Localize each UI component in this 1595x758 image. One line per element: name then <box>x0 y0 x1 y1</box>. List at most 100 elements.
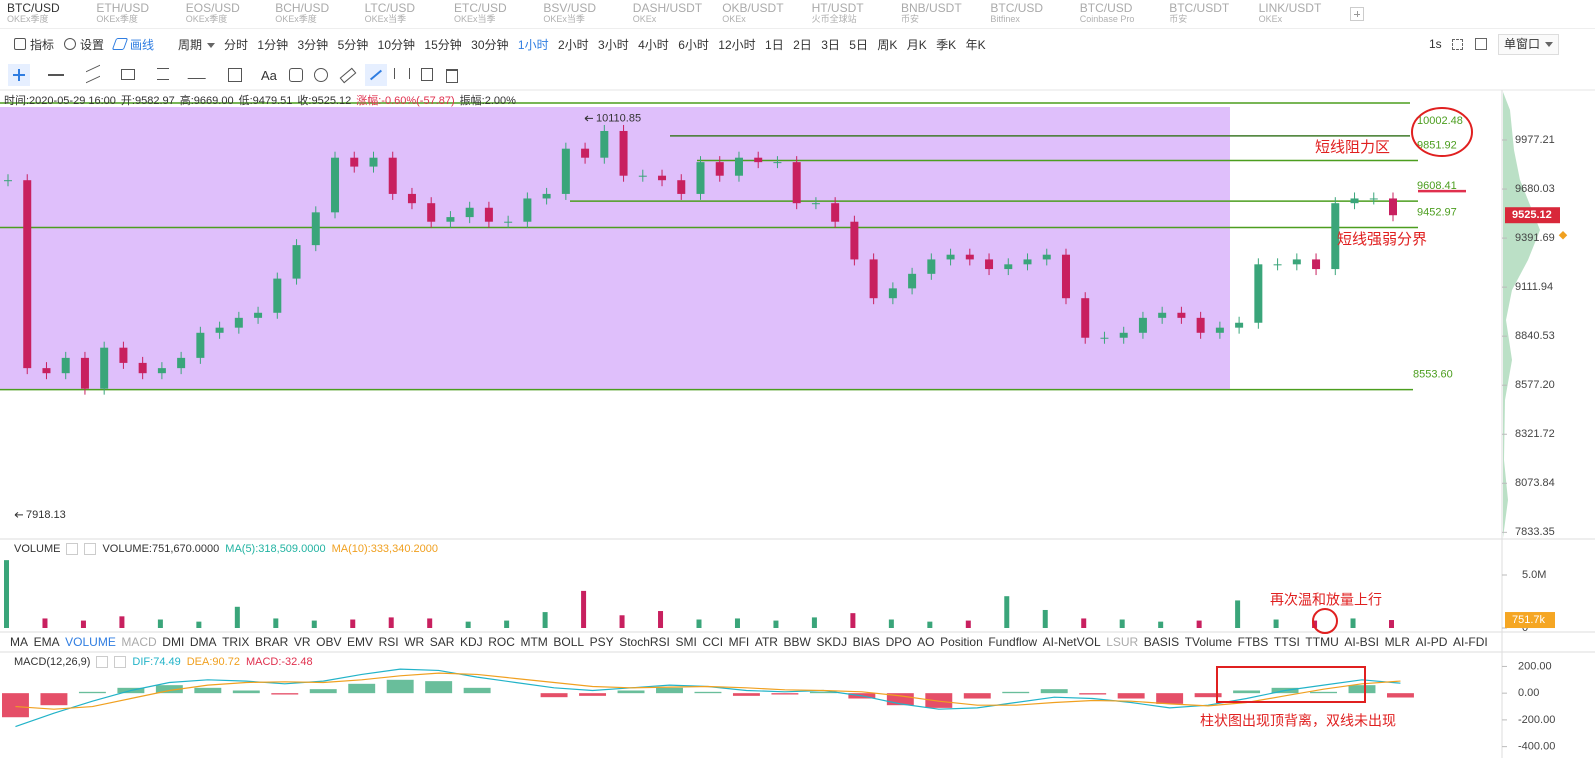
window-icon[interactable] <box>1475 38 1487 50</box>
indicator-tab[interactable]: BOLL <box>553 635 585 649</box>
indicator-tab[interactable]: TRIX <box>222 635 250 649</box>
fullscreen-icon[interactable] <box>1452 39 1463 50</box>
indicator-tab[interactable]: VOLUME <box>65 635 116 649</box>
indicator-tab[interactable]: MACD <box>121 635 157 649</box>
interval[interactable]: 2日 <box>793 37 812 52</box>
interval[interactable]: 5日 <box>849 37 868 52</box>
pair-tab[interactable]: ETH/USD OKEx季度 <box>96 2 149 25</box>
indicator-tab[interactable]: VR <box>293 635 311 649</box>
pair-tab[interactable]: BTC/USD Coinbase Pro <box>1080 2 1135 25</box>
pair-tab[interactable]: OKB/USDT OKEx <box>722 2 783 25</box>
indicator-tab[interactable]: AI-NetVOL <box>1042 635 1101 649</box>
indicator-tab[interactable]: SMI <box>675 635 697 649</box>
indicator-tab[interactable]: FTBS <box>1237 635 1269 649</box>
indicator-tab[interactable]: SKDJ <box>816 635 848 649</box>
indicator-tab[interactable]: MLR <box>1384 635 1410 649</box>
indicator-tab[interactable]: BIAS <box>852 635 881 649</box>
indicator-tab[interactable]: WR <box>404 635 425 649</box>
indicator-tab[interactable]: TVolume <box>1184 635 1233 649</box>
draw-button[interactable]: 画线 <box>111 36 154 53</box>
interval[interactable]: 12小时 <box>718 37 756 52</box>
panel-settings[interactable] <box>66 543 79 555</box>
indicator-tab[interactable]: TTMU <box>1305 635 1339 649</box>
interval[interactable]: 年K <box>965 37 986 52</box>
window-dropdown[interactable]: 单窗口 <box>1498 34 1560 55</box>
interval[interactable]: 1日 <box>765 37 784 52</box>
pair-tab[interactable]: BTC/USDT 币安 <box>1169 2 1229 25</box>
pair-tab[interactable]: LTC/USD OKEx当季 <box>365 2 415 25</box>
interval[interactable]: 3日 <box>821 37 840 52</box>
indicator-tab[interactable]: MFI <box>728 635 750 649</box>
pen-tool[interactable] <box>365 64 387 86</box>
indicator-tab[interactable]: SAR <box>429 635 455 649</box>
interval[interactable]: 10分钟 <box>377 37 415 52</box>
delete-tool[interactable] <box>446 69 458 83</box>
fib-tool[interactable] <box>157 68 169 80</box>
lock-tool[interactable] <box>421 68 433 81</box>
indicator-tab[interactable]: Position <box>940 635 983 649</box>
panel-close[interactable] <box>84 543 97 555</box>
pair-tab[interactable]: EOS/USD OKEx季度 <box>186 2 240 25</box>
pair-tab[interactable]: HT/USDT 火币全球站 <box>812 2 864 25</box>
panel-close[interactable] <box>114 656 127 668</box>
indicator-tab[interactable]: StochRSI <box>619 635 670 649</box>
indicator-tab[interactable]: CCI <box>702 635 724 649</box>
interval[interactable]: 4小时 <box>638 37 669 52</box>
indicator-tab[interactable]: RSI <box>378 635 399 649</box>
period-dropdown[interactable]: 周期 <box>178 36 223 53</box>
settings-button[interactable]: 设置 <box>64 36 104 53</box>
indicator-tab[interactable]: BBW <box>783 635 811 649</box>
indicator-tab[interactable]: KDJ <box>460 635 483 649</box>
shape-tool[interactable] <box>121 69 135 80</box>
indicator-tab[interactable]: EMV <box>347 635 374 649</box>
indicator-tab[interactable]: AO <box>917 635 935 649</box>
pair-tab[interactable]: DASH/USDT OKEx <box>633 2 702 25</box>
interval[interactable]: 30分钟 <box>471 37 509 52</box>
pair-tab[interactable]: LINK/USDT OKEx <box>1259 2 1322 25</box>
indicator-tab[interactable]: PSY <box>589 635 614 649</box>
add-tab[interactable] <box>1350 7 1364 21</box>
text-tool[interactable]: Aa <box>261 67 277 83</box>
interval[interactable]: 2小时 <box>557 37 589 52</box>
indicator-tab[interactable]: LSUR <box>1106 635 1139 649</box>
ruler-tool[interactable] <box>339 67 357 84</box>
interval[interactable]: 1分钟 <box>257 37 289 52</box>
panel-settings[interactable] <box>96 656 109 668</box>
crosshair-tool[interactable] <box>8 64 30 86</box>
indicator-tab[interactable]: DMI <box>162 635 185 649</box>
magnet-tool[interactable] <box>314 68 328 82</box>
indicator-tab[interactable]: ATR <box>754 635 778 649</box>
pattern-tool[interactable] <box>289 68 303 82</box>
bars-tool[interactable] <box>394 68 410 79</box>
indicator-tab[interactable]: TTSI <box>1273 635 1300 649</box>
interval[interactable]: 分时 <box>224 37 249 52</box>
grid-tool[interactable] <box>228 68 242 82</box>
interval[interactable]: 1小时 <box>517 37 549 52</box>
interval[interactable]: 季K <box>936 37 957 52</box>
pair-tab[interactable]: BTC/USD OKEx季度 <box>7 2 60 25</box>
indicator-tab[interactable]: EMA <box>33 635 60 649</box>
indicator-tab[interactable]: BRAR <box>255 635 289 649</box>
interval[interactable]: 15分钟 <box>424 37 462 52</box>
indicator-tab[interactable]: BASIS <box>1143 635 1180 649</box>
channel-tool[interactable] <box>86 64 100 84</box>
interval[interactable]: 3分钟 <box>297 37 329 52</box>
interval[interactable]: 6小时 <box>678 37 709 52</box>
wave-tool[interactable] <box>187 70 211 79</box>
indicator-tab[interactable]: Fundflow <box>988 635 1038 649</box>
pair-tab[interactable]: BCH/USD OKEx季度 <box>275 2 329 25</box>
pair-tab[interactable]: BTC/USD Bitfinex <box>990 2 1043 25</box>
refresh-rate[interactable]: 1s <box>1429 37 1442 51</box>
interval[interactable]: 月K <box>906 37 927 52</box>
indicator-button[interactable]: 指标 <box>14 36 54 53</box>
indicator-tab[interactable]: AI-PD <box>1415 635 1448 649</box>
interval[interactable]: 5分钟 <box>337 37 369 52</box>
indicator-tab[interactable]: DMA <box>189 635 217 649</box>
indicator-tab[interactable]: AI-BSI <box>1344 635 1379 649</box>
indicator-tab[interactable]: DPO <box>885 635 912 649</box>
interval[interactable]: 3小时 <box>598 37 629 52</box>
interval[interactable]: 周K <box>877 37 898 52</box>
indicator-tab[interactable]: AI-FDI <box>1453 635 1488 649</box>
indicator-tab[interactable]: MTM <box>520 635 548 649</box>
pair-tab[interactable]: BNB/USDT 币安 <box>901 2 962 25</box>
